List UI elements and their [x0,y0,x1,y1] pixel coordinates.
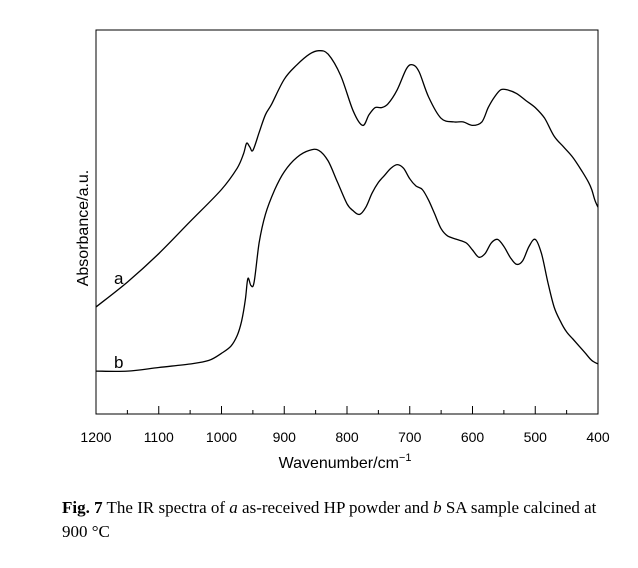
caption-text-2: as-received HP powder and [237,498,434,517]
x-tick-label: 1100 [144,429,174,445]
spectrum-line-a [95,50,599,308]
x-axis-title-main: Wavenumber/cm [279,455,399,472]
spectra-curves [95,50,599,373]
x-tick-label: 700 [398,429,422,445]
x-tick-label: 1200 [80,429,111,445]
figure-label: Fig. 7 [62,498,103,517]
x-axis-title: Wavenumber/cm−1 [279,452,412,472]
series-label-b: b [114,353,123,372]
spectrum-line-b [95,148,599,373]
plot-frame [95,29,599,415]
caption-series-b: b [433,498,442,517]
caption-text-1: The IR spectra of [102,498,230,517]
x-tick-label: 600 [461,429,485,445]
x-tick-label: 1000 [206,429,237,445]
caption-text-3: SA sample calcined at 900 °C [62,498,597,541]
x-tick-label: 900 [273,429,297,445]
x-tick-label: 800 [335,429,359,445]
x-axis-ticks [95,406,599,414]
caption-series-a: a [229,498,238,517]
plot-border [95,29,599,415]
x-axis-title-superscript: −1 [399,452,412,464]
x-axis-tick-labels: 1200 1100 1000 900 800 700 600 500 400 [80,429,609,445]
series-label-a: a [114,269,124,288]
y-axis-title: Absorbance/a.u. [75,170,92,287]
x-tick-label: 500 [524,429,548,445]
figure-caption: Fig. 7 The IR spectra of a as-received H… [62,496,622,544]
x-tick-label: 400 [586,429,610,445]
